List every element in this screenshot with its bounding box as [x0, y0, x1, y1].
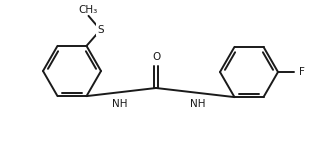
Text: O: O	[152, 52, 160, 62]
Text: S: S	[97, 25, 104, 35]
Text: F: F	[299, 67, 305, 77]
Text: CH₃: CH₃	[78, 5, 97, 15]
Text: NH: NH	[190, 99, 205, 108]
Text: NH: NH	[111, 99, 127, 109]
